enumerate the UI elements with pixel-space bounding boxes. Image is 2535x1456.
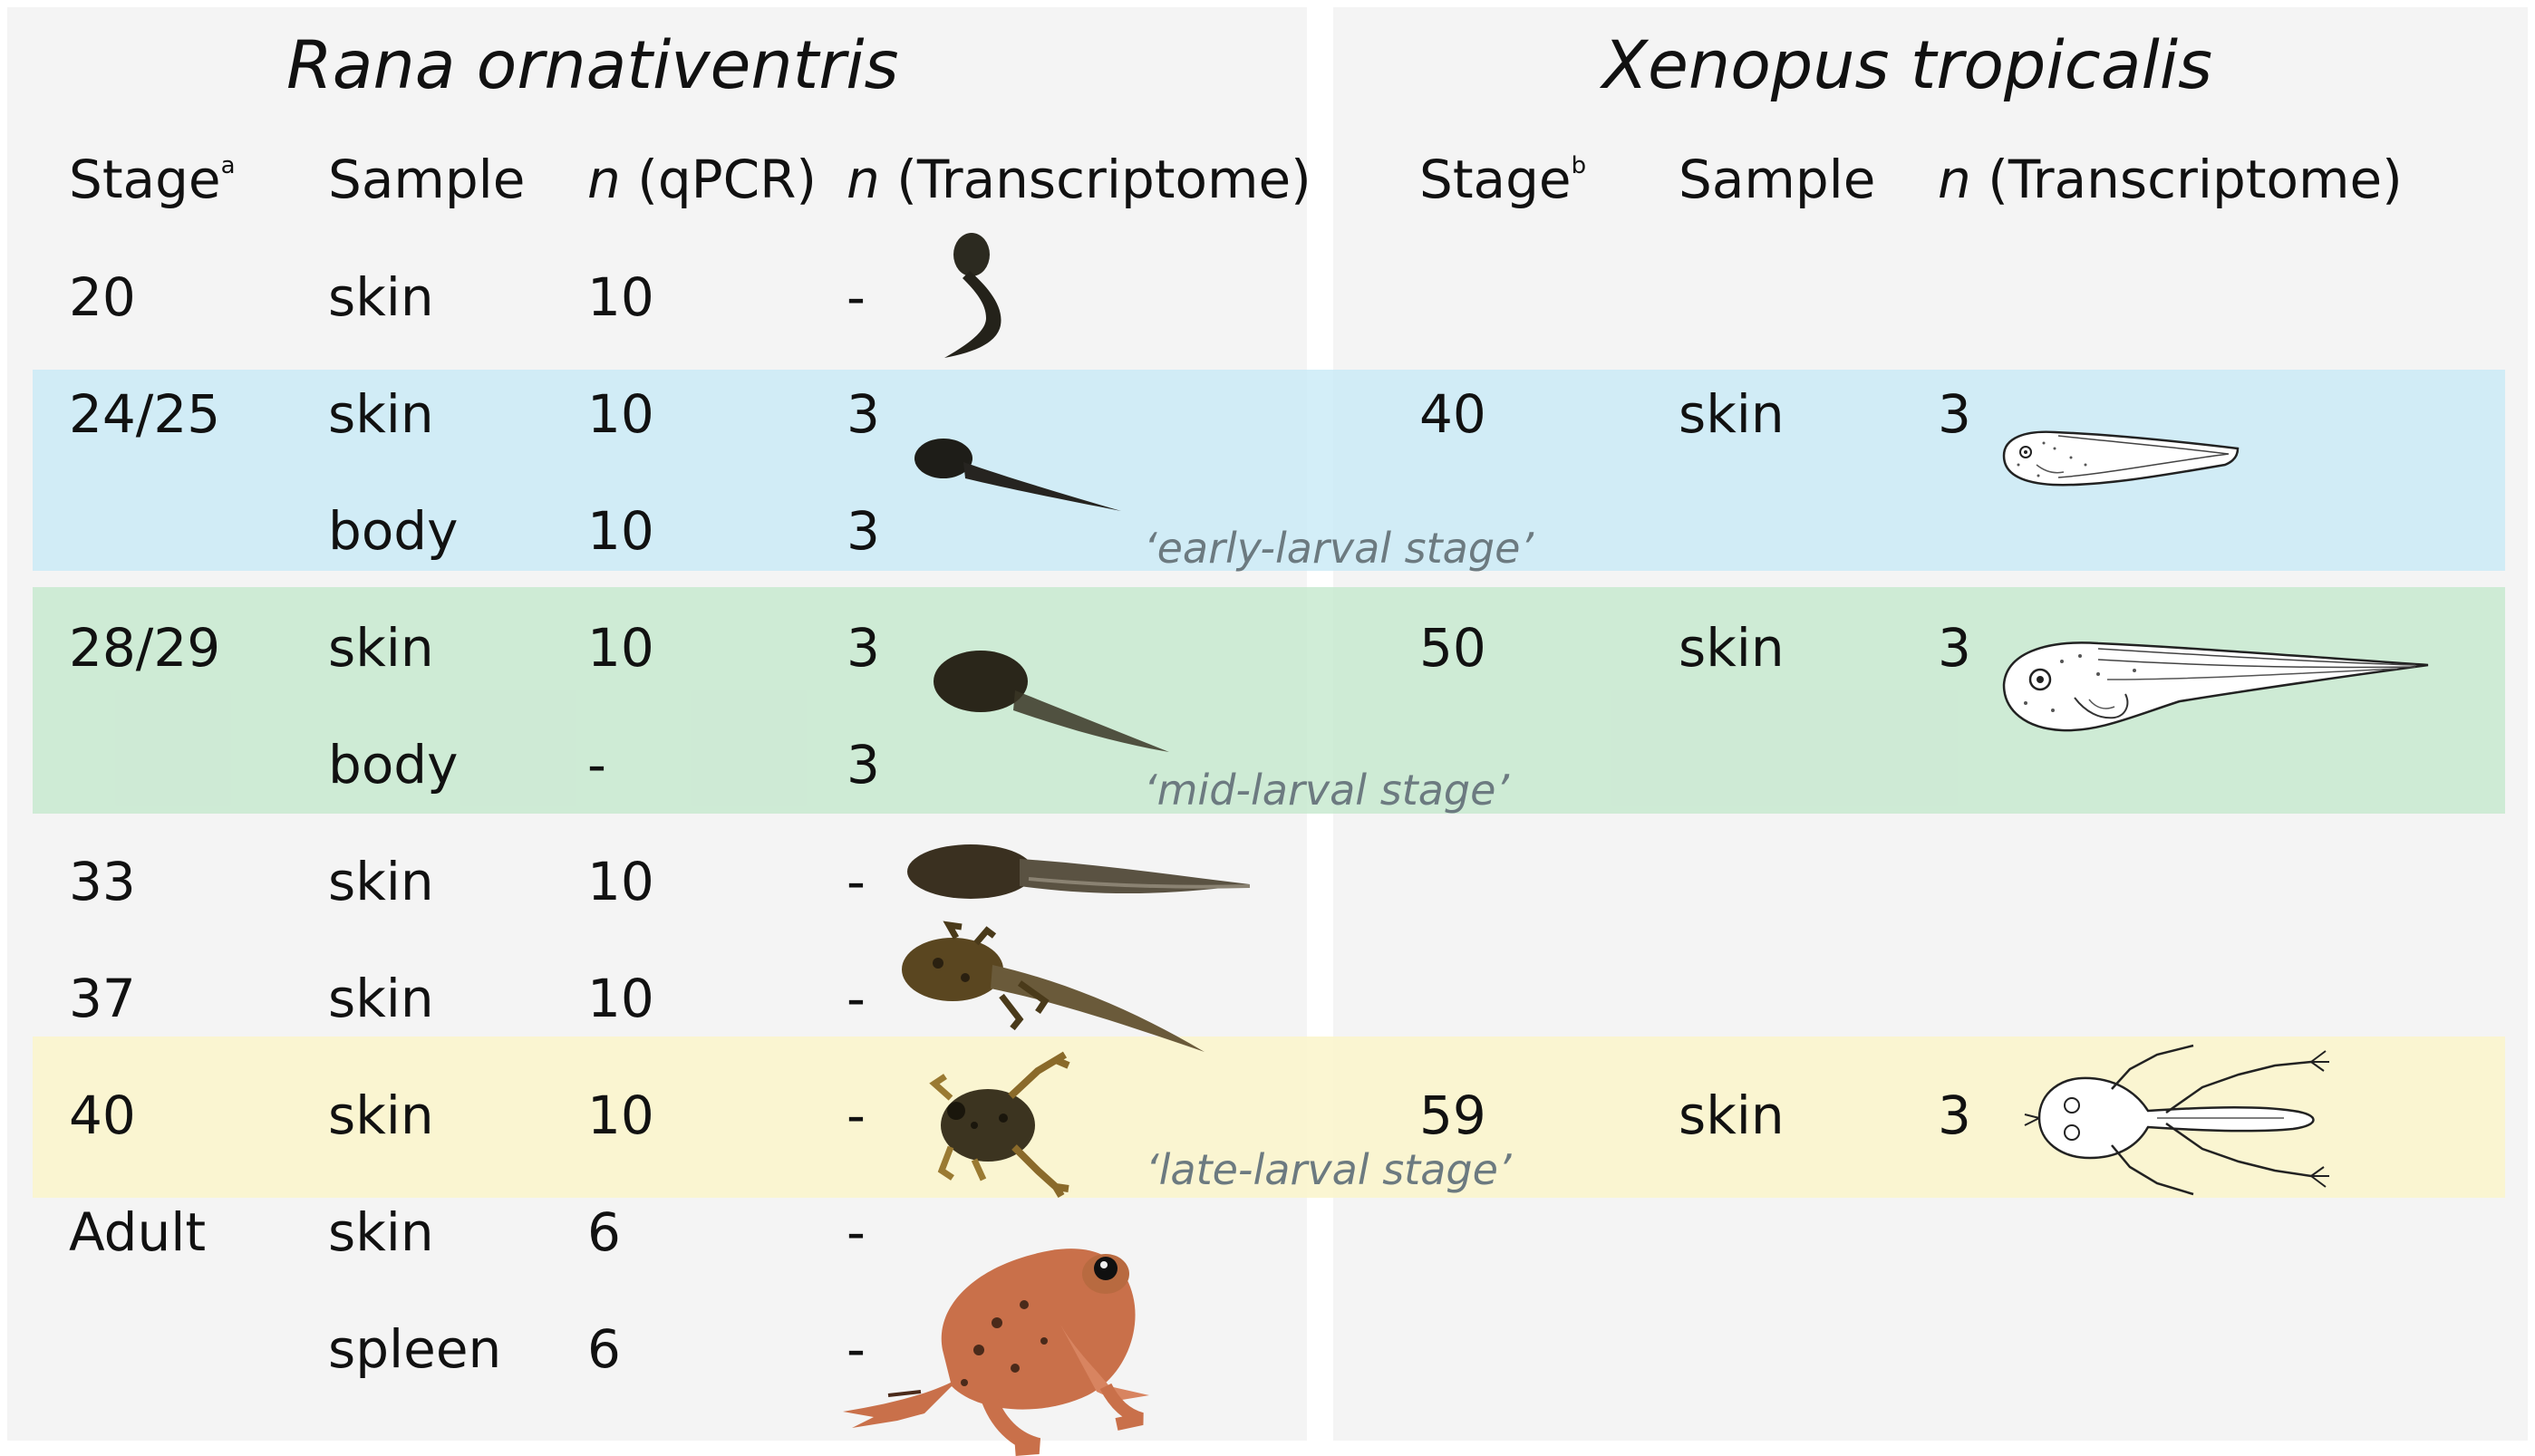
xenopus-header-sample: Sample bbox=[1679, 149, 1876, 210]
sample-cell: skin bbox=[1679, 617, 1785, 679]
xenopus-header-stage: Stageb bbox=[1419, 149, 1587, 210]
stage-cell: 40 bbox=[69, 1085, 136, 1146]
sample-cell: skin bbox=[328, 1201, 434, 1263]
transcriptome-cell: 3 bbox=[847, 617, 880, 679]
stage-cell: 20 bbox=[69, 266, 136, 328]
transcriptome-cell: - bbox=[847, 968, 866, 1029]
sample-cell: skin bbox=[328, 266, 434, 328]
rana-header-stage: Stagea bbox=[69, 149, 236, 210]
stage-cell: 50 bbox=[1419, 617, 1486, 679]
xenopus-header-n-transcriptome: n (Transcriptome) bbox=[1938, 149, 2403, 210]
tadpole-drawing-icon bbox=[2002, 430, 2240, 487]
transcriptome-cell: 3 bbox=[1938, 617, 1971, 679]
sample-cell: skin bbox=[328, 851, 434, 912]
late-larval-stage-label: ‘late-larval stage’ bbox=[1146, 1145, 1512, 1194]
froglet-drawing-icon bbox=[2024, 1044, 2329, 1196]
stage-cell: 33 bbox=[69, 851, 136, 912]
stage-cell: 37 bbox=[69, 968, 136, 1029]
sample-cell: skin bbox=[1679, 383, 1785, 445]
tadpole-photo-icon bbox=[934, 651, 1169, 752]
transcriptome-cell: - bbox=[847, 1085, 866, 1146]
transcriptome-cell: - bbox=[847, 1201, 866, 1263]
tadpole-photo-icon bbox=[914, 439, 1121, 511]
stage-cell: Adult bbox=[69, 1201, 207, 1263]
sample-cell: skin bbox=[328, 617, 434, 679]
rana-header-n-transcriptome: n (Transcriptome) bbox=[847, 149, 1311, 210]
early-larval-stage-label: ‘early-larval stage’ bbox=[1144, 524, 1534, 573]
sample-cell: body bbox=[328, 500, 459, 562]
rana-title: Rana ornativentris bbox=[286, 27, 899, 104]
sample-cell: skin bbox=[1679, 1085, 1785, 1146]
sample-cell: body bbox=[328, 734, 459, 795]
tadpole-photo-icon bbox=[907, 844, 1251, 899]
qpcr-cell: 6 bbox=[587, 1201, 621, 1263]
transcriptome-cell: 3 bbox=[847, 734, 880, 795]
transcriptome-cell: 3 bbox=[847, 383, 880, 445]
stage-cell: 59 bbox=[1419, 1085, 1486, 1146]
qpcr-cell: - bbox=[587, 734, 606, 795]
sample-cell: spleen bbox=[328, 1318, 502, 1380]
sample-cell: skin bbox=[328, 383, 434, 445]
tadpole-photo-icon bbox=[944, 233, 1001, 358]
transcriptome-cell: - bbox=[847, 266, 866, 328]
rana-header-n-qpcr: n (qPCR) bbox=[587, 149, 818, 210]
rana-header-sample: Sample bbox=[328, 149, 526, 210]
sample-cell: skin bbox=[328, 1085, 434, 1146]
stage-cell: 24/25 bbox=[69, 383, 221, 445]
transcriptome-cell: 3 bbox=[1938, 383, 1971, 445]
transcriptome-cell: 3 bbox=[847, 500, 880, 562]
tadpole-limbs-photo-icon bbox=[902, 921, 1205, 1052]
transcriptome-cell: - bbox=[847, 851, 866, 912]
qpcr-cell: 10 bbox=[587, 266, 654, 328]
tadpole-drawing-icon bbox=[2002, 641, 2429, 732]
mid-larval-stage-label: ‘mid-larval stage’ bbox=[1144, 766, 1510, 815]
qpcr-cell: 10 bbox=[587, 500, 654, 562]
qpcr-cell: 10 bbox=[587, 1085, 654, 1146]
qpcr-cell: 10 bbox=[587, 617, 654, 679]
adult-frog-photo-icon bbox=[843, 1249, 1149, 1456]
transcriptome-cell: 3 bbox=[1938, 1085, 1971, 1146]
qpcr-cell: 10 bbox=[587, 851, 654, 912]
stage-cell: 28/29 bbox=[69, 617, 221, 679]
xenopus-title: Xenopus tropicalis bbox=[1602, 27, 2213, 104]
qpcr-cell: 10 bbox=[587, 383, 654, 445]
froglet-photo-icon bbox=[929, 1051, 1070, 1199]
stage-cell: 40 bbox=[1419, 383, 1486, 445]
qpcr-cell: 10 bbox=[587, 968, 654, 1029]
qpcr-cell: 6 bbox=[587, 1318, 621, 1380]
sample-cell: skin bbox=[328, 968, 434, 1029]
transcriptome-cell: - bbox=[847, 1318, 866, 1380]
